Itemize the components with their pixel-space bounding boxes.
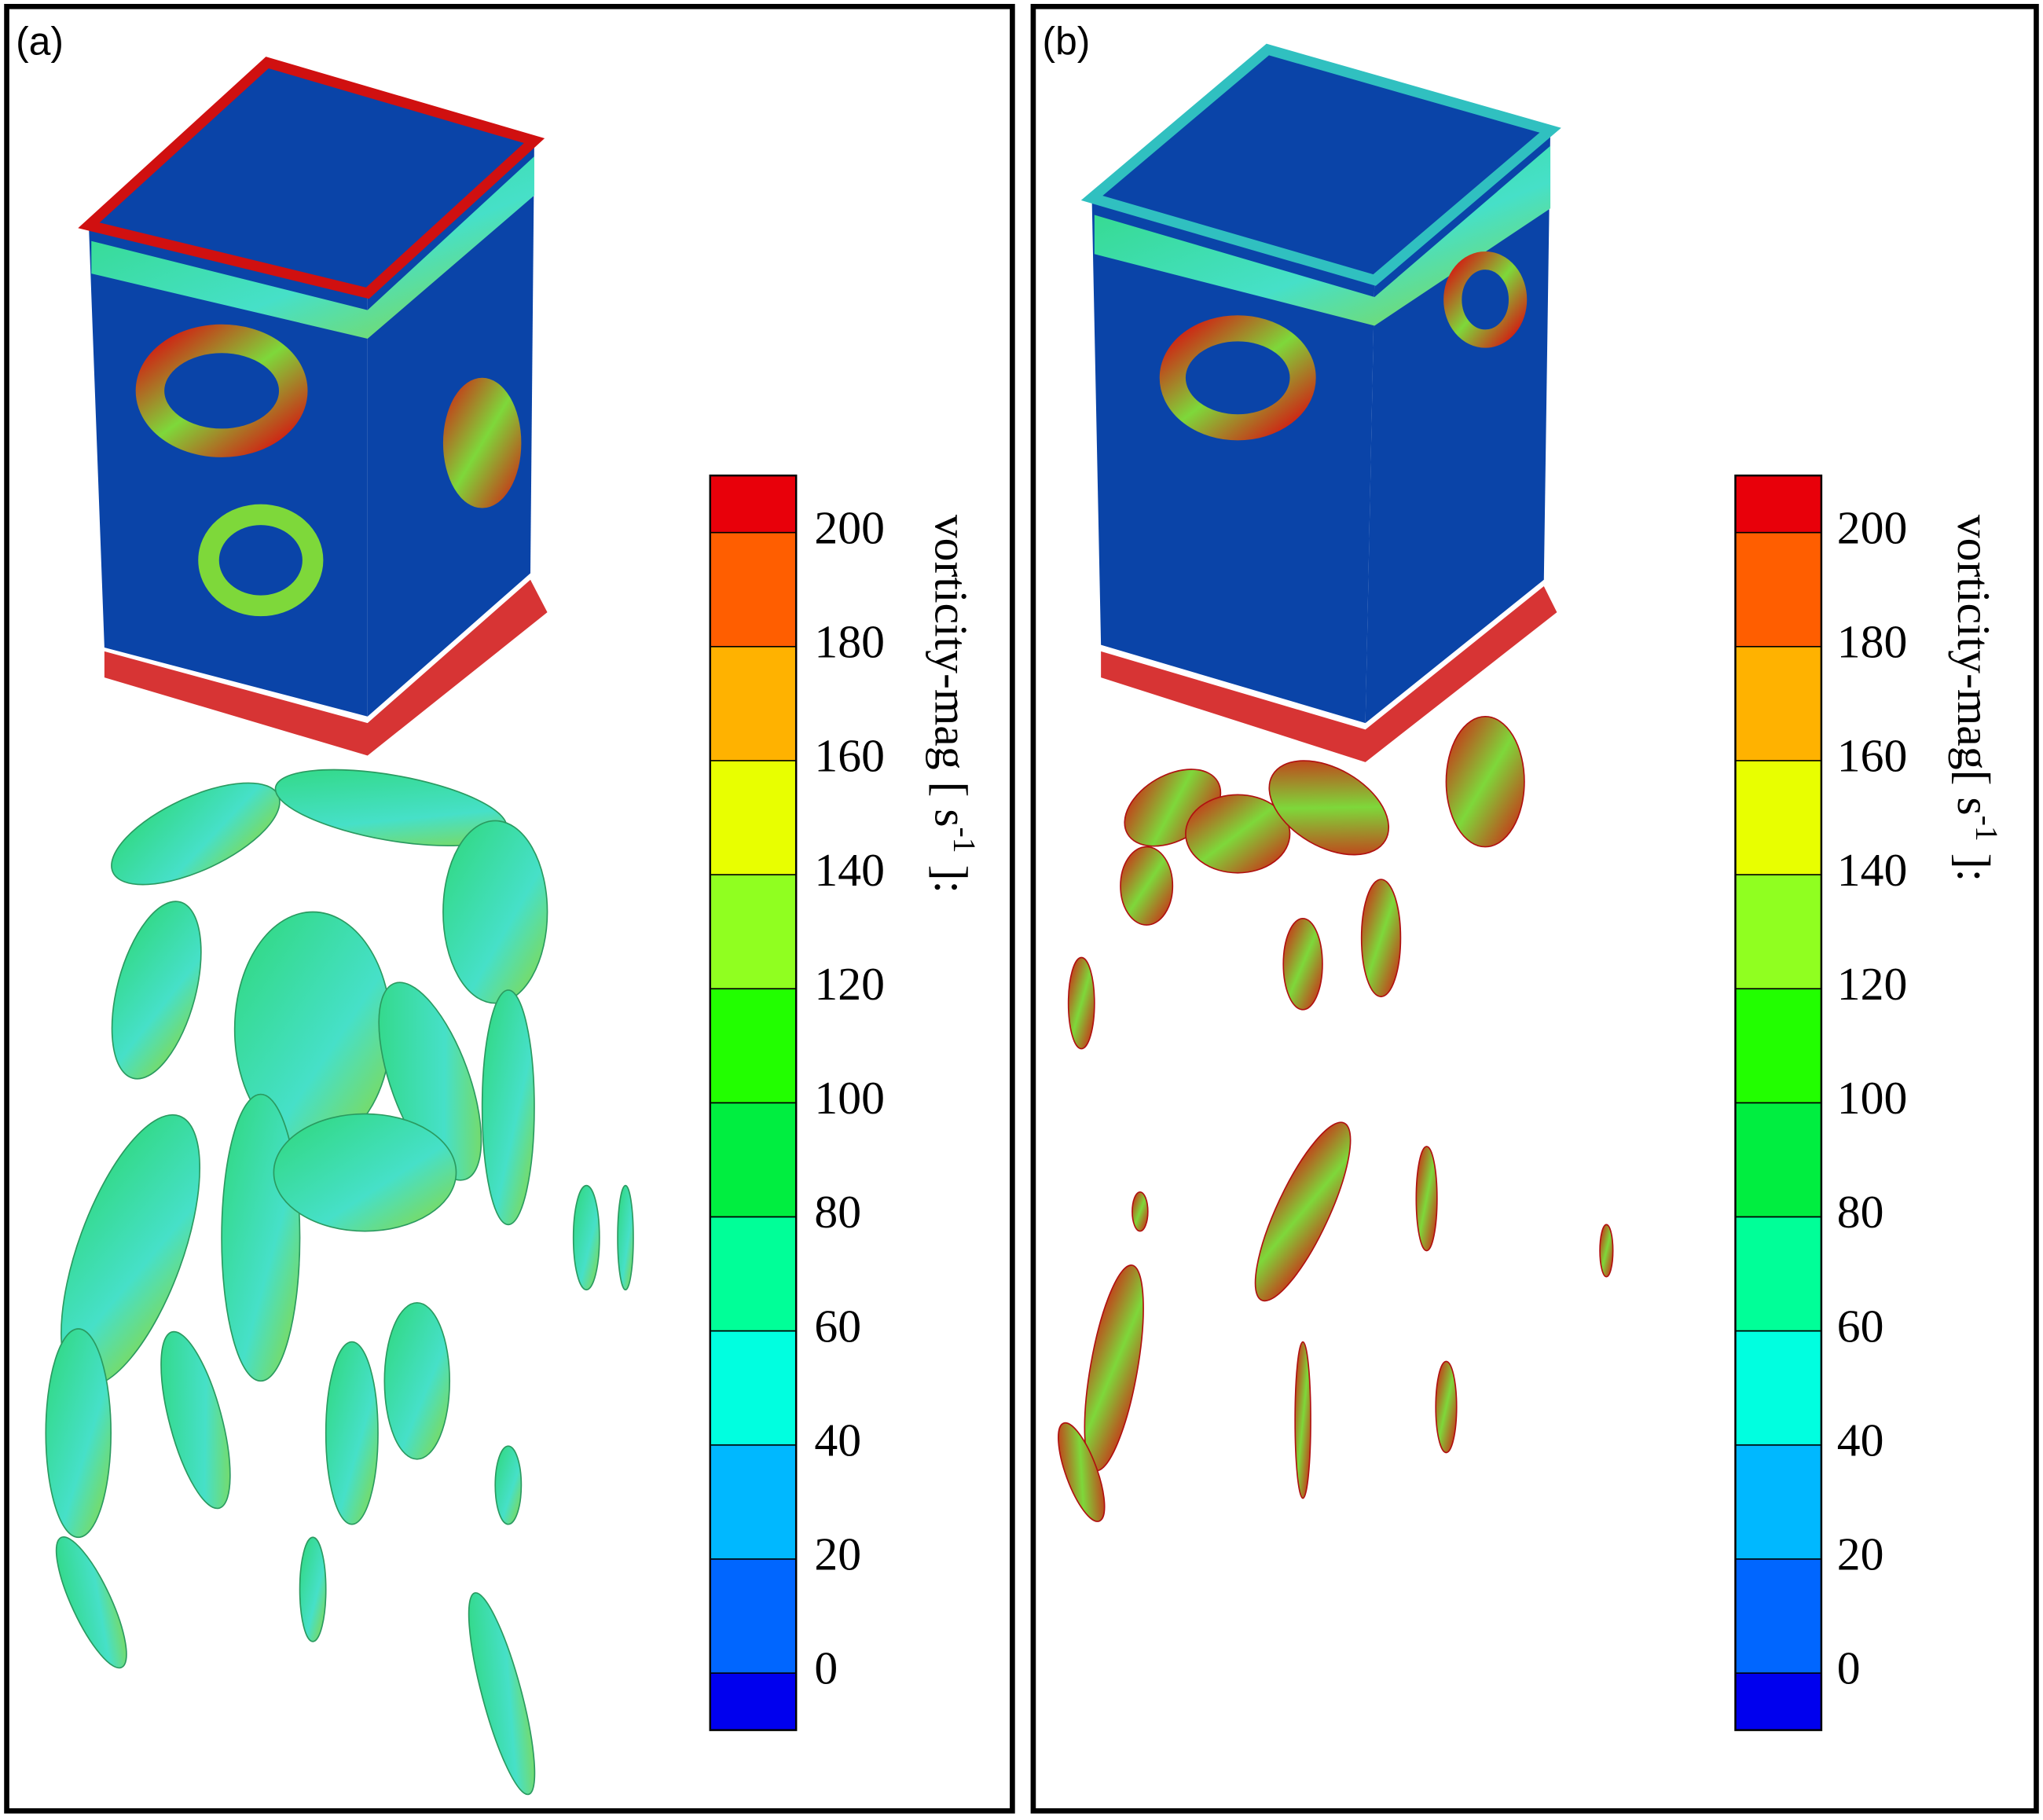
colorbar-tick-label: 80 <box>1837 1186 1884 1238</box>
colorbar-title-sup: -1 <box>1969 816 2004 842</box>
colorbar-tick-label: 200 <box>814 501 885 553</box>
colorbar-title: vorticity-mag [ s-1 ]: <box>926 515 981 893</box>
colorbar-tick-label: 160 <box>814 730 885 782</box>
colorbar-tick-label: 80 <box>814 1186 861 1238</box>
colorbar-tick-label: 60 <box>1837 1300 1884 1352</box>
colorbar-band <box>710 1444 797 1559</box>
colorbar-band <box>710 1673 797 1730</box>
colorbar-tick-label: 200 <box>1837 501 1908 553</box>
colorbar-tick-label: 140 <box>1837 844 1908 896</box>
colorbar-band <box>1735 475 1821 533</box>
colorbar-tick-label: 120 <box>814 958 885 1010</box>
colorbar-tick-label: 20 <box>814 1528 861 1580</box>
colorbar-title-end: ]: <box>1948 842 2000 882</box>
colorbar-band <box>1735 875 1821 989</box>
colorbar-tick-label: 40 <box>814 1414 861 1466</box>
colorbar-tick-label: 160 <box>1837 730 1908 782</box>
colorbar-tick-label: 100 <box>814 1072 885 1124</box>
colorbar-band <box>1735 646 1821 761</box>
colorbar-band <box>710 1103 797 1217</box>
colorbar: 0 20 40 60 80 100 120 140 160 180 200 vorticity-mag… <box>1734 474 2004 1731</box>
colorbar-band <box>1735 1216 1821 1331</box>
panel-label: (b) <box>1043 20 1091 64</box>
colorbar-band <box>710 475 797 533</box>
panel-label: (a) <box>16 20 64 64</box>
colorbar-tick-label: 180 <box>814 616 885 668</box>
colorbar-band <box>1735 1444 1821 1559</box>
colorbar-band <box>1735 989 1821 1103</box>
colorbar-title-end: ]: <box>926 853 977 893</box>
colorbar-band <box>710 989 797 1103</box>
colorbar-title-text: vorticity-mag[ s <box>1948 515 2000 816</box>
colorbar-band <box>1735 1558 1821 1674</box>
colorbar-band <box>1735 760 1821 875</box>
colorbar-tick-label: 120 <box>1837 958 1908 1010</box>
colorbar-tick-label: 60 <box>814 1300 861 1352</box>
colorbar-band <box>1735 1103 1821 1217</box>
colorbar-band <box>1735 1673 1821 1730</box>
colorbar-band <box>1735 1330 1821 1445</box>
colorbar-band <box>710 1558 797 1674</box>
colorbar-tick-label: 180 <box>1837 616 1908 668</box>
vorticity-render <box>45 57 634 1796</box>
colorbar-band <box>710 875 797 989</box>
colorbar-tick-label: 100 <box>1837 1072 1908 1124</box>
colorbar-band <box>710 1330 797 1445</box>
colorbar-band <box>1735 532 1821 647</box>
colorbar-band <box>710 646 797 761</box>
colorbar-tick-label: 40 <box>1837 1414 1884 1466</box>
colorbar-tick-label: 0 <box>1837 1642 1861 1694</box>
colorbar-title-sup: -1 <box>947 827 981 853</box>
colorbar: 0 20 40 60 80 100 120 140 160 180 200 vorticity-mag… <box>709 474 981 1731</box>
colorbar-title: vorticity-mag[ s-1 ]: <box>1948 515 2004 882</box>
colorbar-tick-label: 20 <box>1837 1528 1884 1580</box>
colorbar-band <box>710 1216 797 1331</box>
colorbar-tick-label: 140 <box>814 844 885 896</box>
colorbar-tick-label: 0 <box>814 1642 838 1694</box>
colorbar-title-text: vorticity-mag [ s <box>926 515 977 827</box>
colorbar-band <box>710 532 797 647</box>
colorbar-band <box>710 760 797 875</box>
vorticity-render <box>1058 43 1614 1522</box>
